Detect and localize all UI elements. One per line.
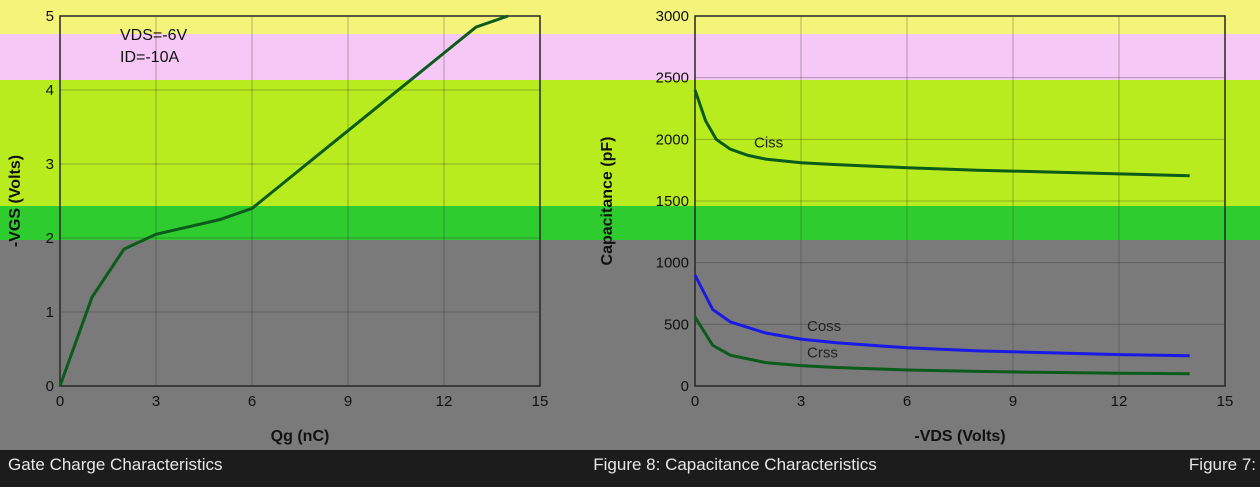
gc-y-tick-label: 2: [46, 230, 54, 247]
cap-x-tick-label: 3: [797, 393, 805, 410]
cap-x-tick-label: 6: [903, 393, 911, 410]
cap-x-tick-label: 15: [1217, 393, 1234, 410]
capacitance-series: [693, 89, 1190, 376]
next-figure-caption: Figure 7:: [1189, 455, 1256, 474]
cap-y-tick-label: 0: [681, 378, 689, 395]
band-lime: [0, 80, 1260, 206]
capacitance-y-axis-label: Capacitance (pF): [599, 137, 616, 266]
gc-y-tick-label: 3: [46, 156, 54, 173]
cap-y-tick-label: 1000: [656, 255, 689, 272]
band-green: [0, 206, 1260, 240]
cap-x-tick-label: 12: [1111, 393, 1128, 410]
gate-charge-x-axis-label: Qg (nC): [271, 428, 330, 445]
band-gray: [0, 240, 1260, 450]
gc-x-tick-label: 3: [152, 393, 160, 410]
cap-series-line-coss: [693, 274, 1190, 358]
cap-y-tick-label: 500: [664, 316, 689, 333]
capacitance-grid: [694, 15, 1226, 387]
cap-series-label-ciss: Ciss: [754, 134, 783, 151]
cap-x-tick-label: 9: [1009, 393, 1017, 410]
cap-y-tick-label: 2500: [656, 70, 689, 87]
cap-series-line-ciss: [693, 89, 1190, 178]
capacitance-figure-caption: Figure 8: Capacitance Characteristics: [593, 455, 876, 474]
capacitance-x-ticks: 0 3 6 9 12 15: [691, 393, 1234, 410]
gc-y-tick-label: 4: [46, 82, 54, 99]
gc-y-tick-label: 1: [46, 304, 54, 321]
gate-charge-y-ticks: 0 1 2 3 4 5: [46, 8, 54, 395]
gc-x-tick-label: 9: [344, 393, 352, 410]
capacitance-y-ticks: 0 500 1000 1500 2000 2500 3000: [656, 8, 689, 395]
gc-x-tick-label: 12: [436, 393, 453, 410]
gc-y-tick-label: 5: [46, 8, 54, 25]
gc-series-line-0: [58, 14, 509, 387]
capacitance-chart: 0 500 1000 1500 2000 2500 3000 0 3 6 9 12 15 Ciss Co…: [599, 8, 1233, 445]
cap-x-tick-label: 0: [691, 393, 699, 410]
gate-charge-y-axis-label: -VGS (Volts): [7, 155, 24, 247]
gate-charge-figure-caption: Gate Charge Characteristics: [8, 455, 222, 474]
gc-x-tick-label: 15: [532, 393, 549, 410]
cap-series-line-crss: [693, 316, 1190, 376]
gate-charge-plot-frame: [59, 15, 541, 387]
gc-x-tick-label: 6: [248, 393, 256, 410]
gate-charge-x-ticks: 0 3 6 9 12 15: [56, 393, 549, 410]
capacitance-series-labels: Ciss Coss Crss: [754, 134, 841, 361]
cap-y-tick-label: 2000: [656, 131, 689, 148]
band-pink: [0, 34, 1260, 80]
gate-charge-annotation-id: ID=-10A: [120, 49, 179, 66]
band-yellow: [0, 0, 1260, 34]
capacitance-plot-frame: [694, 15, 1226, 387]
gc-y-tick-label: 0: [46, 378, 54, 395]
cap-series-label-crss: Crss: [807, 345, 838, 362]
gc-x-tick-label: 0: [56, 393, 64, 410]
band-dark: [0, 450, 1260, 487]
cap-y-tick-label: 3000: [656, 8, 689, 25]
gate-charge-grid: [59, 15, 541, 387]
gate-charge-annotation-vds: VDS=-6V: [120, 27, 187, 44]
gate-charge-series: [58, 14, 509, 387]
cap-series-label-coss: Coss: [807, 318, 841, 335]
capacitance-x-axis-label: -VDS (Volts): [914, 428, 1005, 445]
cap-y-tick-label: 1500: [656, 193, 689, 210]
